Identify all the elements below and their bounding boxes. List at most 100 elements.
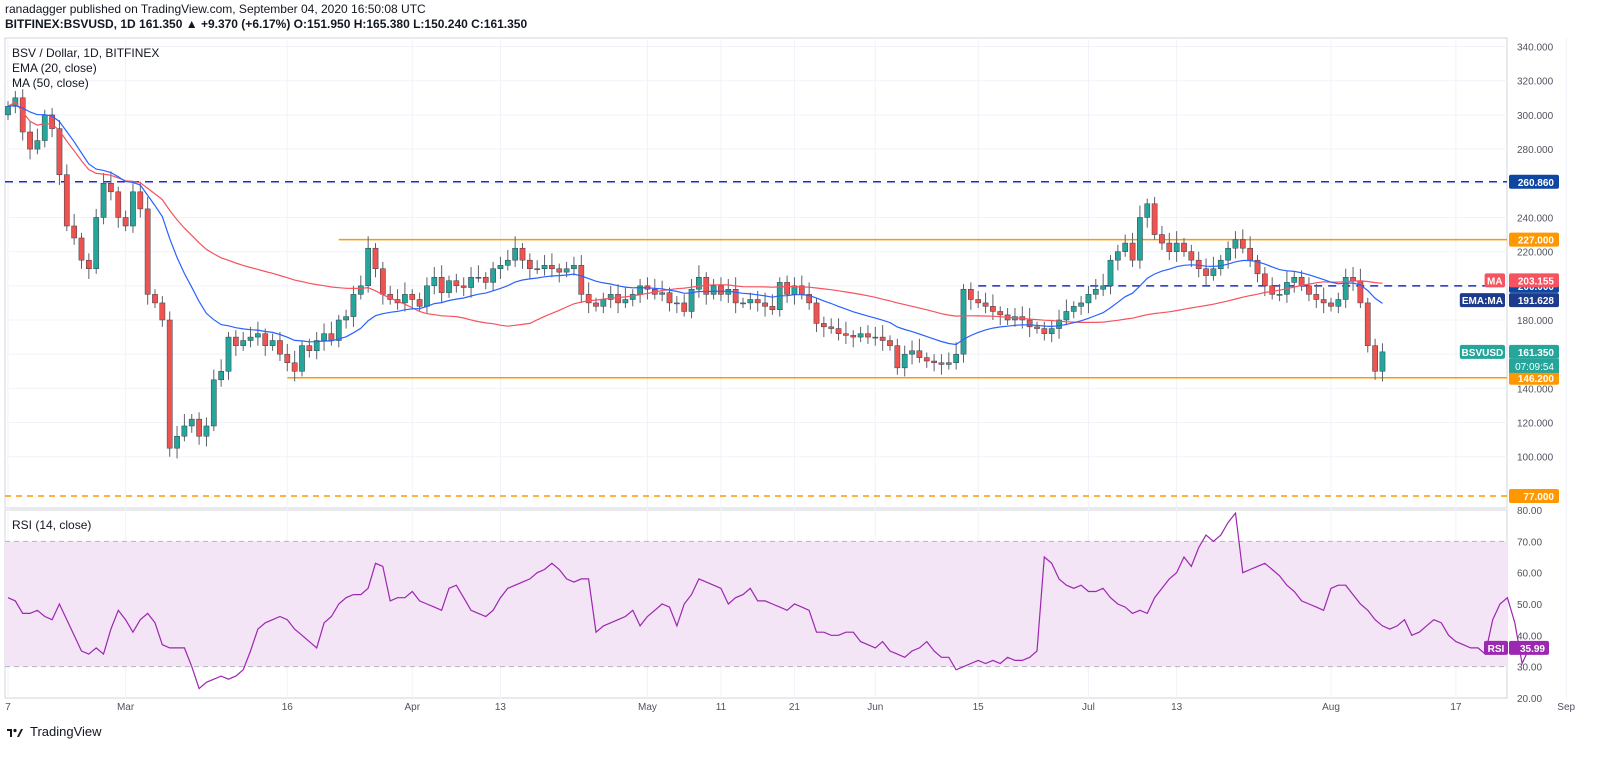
rsi-tick-label: 50.00 [1517,600,1542,611]
candle-body [321,333,327,341]
candle-body [600,299,607,307]
rsi-tick-label: 30.00 [1517,663,1542,674]
candle-body [1276,294,1283,296]
candle-body [901,353,908,369]
time-tick-label: 7 [5,702,11,713]
rsi-tick-label: 80.00 [1517,506,1542,517]
price-tag-value-bg [1509,273,1559,288]
candle-body [629,294,636,300]
candle-body [762,302,768,307]
countdown-bg [1509,358,1559,373]
ema-legend[interactable]: EMA (20, close) [12,61,97,75]
candle-body [115,191,122,218]
candle-body [460,285,467,288]
candle-body [1100,285,1107,290]
rsi-line [7,511,1530,690]
candle-body [1166,242,1173,252]
candle-body [975,299,982,304]
time-tick-label: 21 [789,702,801,713]
candle-body [1225,247,1231,261]
candle-body [100,183,107,218]
time-tick-label: 13 [495,702,507,713]
price-tag-value: 203.155 [1518,276,1555,287]
candle-body [784,282,790,295]
candle-body [674,302,680,305]
candle-body [1232,239,1239,249]
candle-body [108,183,114,193]
candle-body [740,302,746,305]
candle-body [1092,288,1099,295]
candle-body [159,302,166,321]
candle-body [313,340,320,352]
candle-body [879,336,886,341]
candle-body [1056,319,1062,329]
candle-body [615,294,621,304]
candle-body [1247,247,1254,261]
candle-body [1137,217,1143,261]
price-tick-label: 120.000 [1517,419,1554,430]
candle-body [945,362,952,365]
candle-body [982,302,989,307]
candle-body [269,340,276,346]
candle-body [299,345,305,372]
price-tick-label: 100.000 [1517,453,1554,464]
candle-body [1195,259,1202,269]
rsi-tick-label: 20.00 [1517,694,1542,705]
candle-body [409,294,416,300]
candle-body [218,371,225,381]
price-tick-label: 240.000 [1517,213,1554,224]
candle-body [1151,203,1158,235]
candle-body [1342,277,1349,300]
candle-body [49,114,55,129]
candle-body [5,106,11,116]
price-tick-label: 300.000 [1517,111,1554,122]
candle-body [416,299,423,307]
ma-50-line [7,101,1383,327]
ma-legend[interactable]: MA (50, close) [12,76,89,90]
rsi-legend[interactable]: RSI (14, close) [12,518,92,532]
rsi-tick-label: 70.00 [1517,537,1542,548]
price-tick-label: 320.000 [1517,77,1554,88]
candle-body [255,333,261,338]
time-tick-label: Sep [1557,702,1575,713]
candle-body [122,217,129,227]
symbol-title[interactable]: BSV / Dollar, 1D, BITFINEX [12,46,160,60]
footer-brand[interactable]: TradingView [30,724,102,739]
candle-body [938,362,945,365]
candle-body [806,294,812,304]
candle-body [284,353,291,363]
candle-body [152,294,158,304]
candle-body [431,277,438,287]
level-tag-227.000 [1509,232,1559,247]
candle-body [843,333,849,336]
candle-body [1335,299,1342,307]
candle-body [607,294,614,300]
candle-body [343,316,349,321]
price-tick-label: 220.000 [1517,248,1554,259]
candle-body [335,319,342,341]
candle-body [563,268,570,273]
candle-body [916,350,923,358]
candle-body [747,299,754,304]
level-tag-77.000 [1509,489,1559,504]
price-tag-value-bg [1509,293,1559,308]
candle-body [1115,251,1121,261]
candle-body [144,208,151,295]
time-tick-label: Aug [1322,702,1340,713]
candle-body [41,114,48,141]
candle-body [188,418,195,427]
candle-body [262,333,269,346]
level-tag-label: 260.860 [1518,178,1555,189]
candle-body [365,247,371,287]
candle-body [1070,306,1077,312]
rsi-band [5,541,1507,667]
candle-body [504,259,511,266]
candle-body [357,285,364,295]
candle-body [578,265,585,295]
candle-body [482,277,489,283]
price-tag-value: 161.350 [1518,348,1555,359]
price-tick-label: 340.000 [1517,43,1554,54]
candle-body [894,345,901,369]
rsi-tag-value-bg [1509,640,1549,655]
